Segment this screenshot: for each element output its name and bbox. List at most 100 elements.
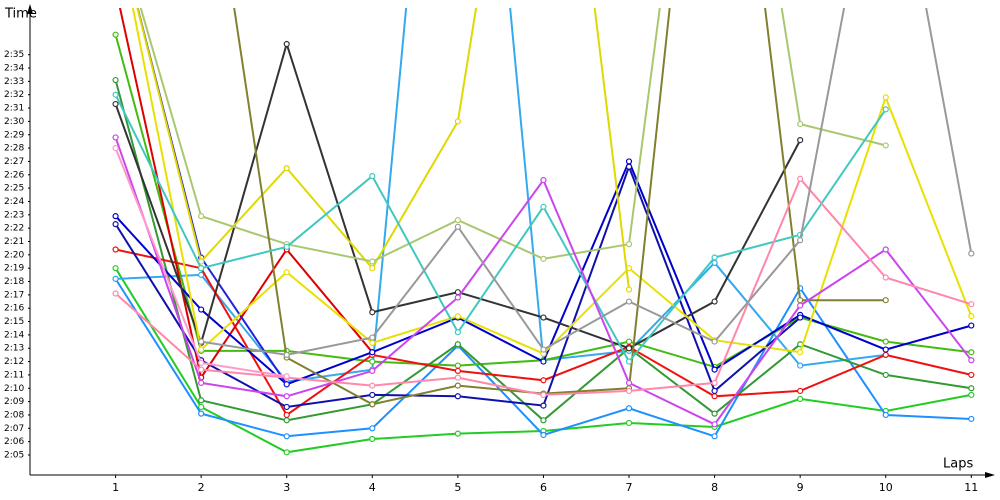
point: [968, 415, 975, 423]
y-tick-label: 2:34: [4, 64, 24, 74]
point: [882, 351, 889, 359]
point: [797, 120, 804, 128]
x-tick-label: 11: [964, 481, 978, 494]
point: [198, 403, 205, 411]
y-tick-label: 2:11: [4, 370, 24, 380]
point: [625, 158, 633, 165]
point: [797, 237, 804, 244]
point: [540, 417, 547, 424]
point: [882, 142, 889, 149]
x-tick-label: 4: [369, 481, 376, 494]
y-tick-label: 2:32: [4, 90, 24, 100]
y-tick-label: 2:31: [4, 104, 24, 114]
point: [369, 382, 376, 389]
y-tick-label: 2:27: [4, 157, 24, 167]
y-tick-label: 2:21: [4, 237, 24, 247]
series-line: [115, 8, 886, 383]
point: [198, 366, 205, 373]
y-tick-label: 2:22: [4, 224, 24, 234]
point: [625, 358, 633, 365]
point: [454, 430, 461, 437]
x-tick-label: 10: [879, 481, 893, 494]
point: [882, 297, 889, 304]
y-tick-label: 2:33: [4, 77, 24, 87]
point: [797, 314, 804, 321]
x-tick-label: 5: [454, 481, 461, 494]
y-tick-label: 2:12: [4, 357, 24, 367]
point: [112, 290, 119, 297]
point: [112, 144, 119, 152]
point: [625, 241, 633, 248]
point: [968, 349, 975, 356]
point: [283, 165, 290, 172]
point: [711, 366, 718, 373]
point: [454, 217, 461, 224]
point: [625, 286, 633, 293]
point: [283, 417, 290, 424]
point: [968, 385, 975, 392]
point: [540, 255, 547, 262]
point: [968, 371, 975, 379]
y-tick-label: 2:09: [4, 397, 24, 407]
point: [625, 405, 633, 412]
point: [112, 221, 119, 228]
point: [797, 302, 804, 309]
point: [882, 106, 889, 113]
point: [454, 118, 461, 125]
point: [540, 391, 547, 399]
point: [283, 433, 290, 440]
point: [797, 349, 804, 356]
point: [369, 265, 376, 272]
point: [369, 367, 376, 375]
point: [711, 338, 718, 345]
point: [283, 393, 290, 400]
y-tick-label: 2:26: [4, 170, 24, 180]
point: [968, 357, 975, 364]
point: [283, 381, 290, 388]
point: [369, 358, 376, 365]
point: [968, 301, 975, 308]
point: [540, 346, 547, 353]
y-tick-label: 2:07: [4, 424, 24, 434]
point: [797, 175, 804, 182]
series-line: [136, 8, 630, 290]
point: [198, 346, 205, 353]
point: [454, 313, 461, 320]
point: [540, 402, 547, 409]
point: [968, 322, 975, 329]
y-tick-label: 2:06: [4, 437, 24, 447]
point: [711, 410, 718, 417]
point: [882, 274, 889, 281]
x-tick-label: 1: [112, 481, 119, 494]
point: [797, 136, 804, 144]
point: [198, 213, 205, 220]
point: [711, 379, 718, 387]
y-tick-label: 2:18: [4, 277, 24, 287]
point: [112, 31, 119, 38]
point: [369, 391, 376, 399]
point: [711, 433, 718, 440]
point: [882, 371, 889, 379]
point: [198, 359, 205, 367]
point: [369, 401, 376, 408]
point: [454, 362, 461, 369]
x-tick-label: 3: [283, 481, 290, 494]
point: [369, 349, 376, 356]
point: [540, 377, 547, 384]
point: [112, 134, 119, 141]
y-tick-label: 2:30: [4, 117, 24, 127]
x-tick-label: 7: [626, 481, 633, 494]
point: [283, 403, 290, 411]
y-tick-label: 2:20: [4, 250, 24, 260]
point: [112, 76, 119, 84]
x-tick-label: 6: [540, 481, 547, 494]
plot-area: [112, 8, 975, 456]
series-line: [200, 8, 973, 356]
point: [797, 362, 804, 369]
x-tick-label: 9: [797, 481, 804, 494]
series-line: [139, 8, 886, 263]
x-arrow: [985, 472, 995, 478]
point: [797, 387, 804, 395]
point: [540, 431, 547, 439]
y-tick-label: 2:08: [4, 410, 24, 420]
